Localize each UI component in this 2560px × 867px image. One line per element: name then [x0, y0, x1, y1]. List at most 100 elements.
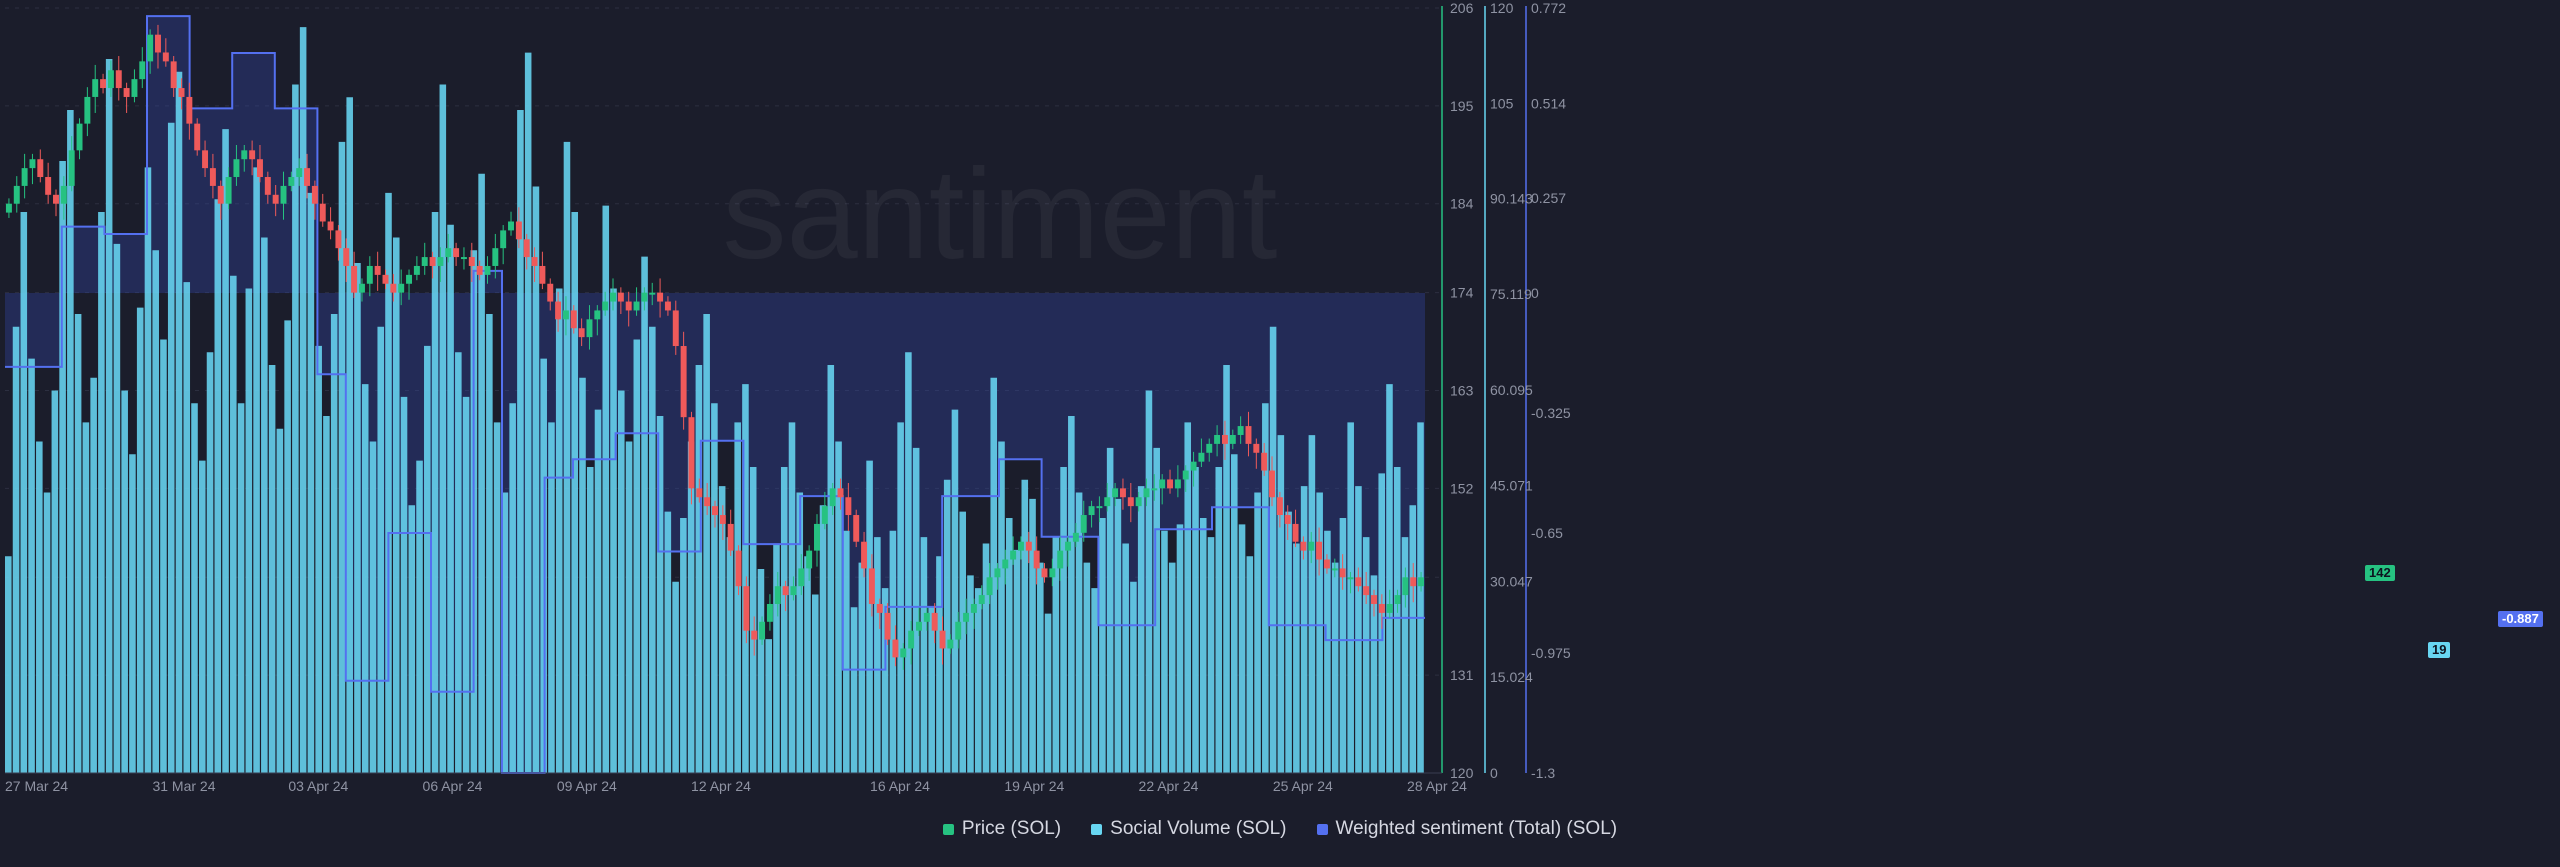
- price-candle: [1378, 603, 1385, 613]
- price-candle: [115, 70, 122, 89]
- legend-item-social-volume[interactable]: Social Volume (SOL): [1091, 818, 1287, 840]
- price-candle: [531, 257, 538, 266]
- social-volume-bar: [1409, 505, 1417, 773]
- social-volume-bar: [1091, 588, 1098, 774]
- social-tick-label: 90.143: [1490, 190, 1533, 206]
- social-volume-bar: [1130, 581, 1137, 773]
- social-volume-bar: [82, 422, 90, 774]
- price-candle: [1025, 541, 1032, 551]
- social-volume-bar: [1021, 479, 1029, 773]
- price-candle: [672, 310, 679, 347]
- social-volume-bar: [858, 562, 866, 774]
- price-candle: [523, 239, 530, 258]
- price-candle: [1002, 559, 1009, 569]
- price-candle: [92, 79, 99, 97]
- social-volume-bar: [1052, 537, 1060, 774]
- sentiment-tick-label: -0.975: [1531, 645, 1571, 661]
- social-volume-bar: [369, 441, 377, 773]
- price-candle: [1300, 541, 1307, 551]
- social-volume-bar: [175, 71, 183, 773]
- price-candle: [774, 586, 781, 604]
- price-candle: [916, 621, 922, 631]
- sentiment-tick-label: -0.325: [1531, 405, 1571, 421]
- price-candle: [994, 568, 1001, 578]
- social-volume-bar: [990, 377, 998, 773]
- social-volume-bar: [920, 537, 928, 774]
- social-volume-bar: [424, 345, 431, 774]
- social-volume-bar: [237, 403, 245, 773]
- social-volume-bar: [5, 556, 12, 773]
- price-candle: [955, 621, 962, 640]
- social-volume-bar: [214, 199, 222, 773]
- price-candle: [1276, 497, 1283, 516]
- price-candle: [963, 612, 970, 622]
- legend-item-weighted-sentiment[interactable]: Weighted sentiment (Total) (SOL): [1316, 818, 1617, 840]
- price-candle: [37, 159, 44, 178]
- price-candle: [139, 61, 146, 80]
- price-candle: [594, 310, 601, 320]
- price-candle: [29, 159, 36, 169]
- price-candle: [1308, 541, 1315, 551]
- social-volume-bar: [1215, 467, 1223, 773]
- social-volume-bar: [548, 422, 555, 774]
- social-volume-bar: [1137, 486, 1145, 774]
- price-candle: [837, 488, 844, 498]
- social-volume-bar: [726, 537, 734, 774]
- price-candle: [641, 292, 648, 302]
- price-tick-label: 174: [1450, 285, 1474, 301]
- social-volume-bar: [1153, 447, 1160, 774]
- price-candle: [1198, 452, 1205, 462]
- social-tick-label: 75.119: [1490, 286, 1532, 302]
- social-volume-bar: [1106, 447, 1114, 774]
- price-candle: [217, 185, 224, 204]
- price-candle: [304, 168, 311, 186]
- price-candle: [484, 265, 491, 275]
- social-tick-label: 15.024: [1490, 669, 1533, 685]
- price-candle: [272, 194, 279, 204]
- social-volume-bar: [1362, 537, 1370, 774]
- social-volume-bar: [113, 243, 121, 774]
- legend-swatch-weighted-sentiment: [1316, 823, 1328, 835]
- social-volume-bar: [315, 345, 322, 774]
- social-volume-bar: [323, 416, 330, 773]
- social-volume-bar: [501, 492, 509, 773]
- social-volume-bar: [874, 537, 881, 774]
- social-volume-bar: [105, 59, 113, 773]
- price-candle: [782, 586, 789, 596]
- price-candle: [264, 177, 271, 195]
- price-candle: [1418, 577, 1425, 587]
- social-volume-bar: [1293, 543, 1300, 773]
- price-candle: [202, 150, 209, 169]
- price-candle: [986, 577, 993, 596]
- social-volume-bar: [1122, 543, 1129, 773]
- price-candle: [570, 310, 577, 329]
- price-candle: [186, 96, 193, 124]
- price-candle: [327, 221, 334, 231]
- social-volume-bar: [90, 377, 97, 773]
- social-volume-bar: [1277, 435, 1285, 774]
- social-volume-bar: [1176, 524, 1184, 774]
- price-candle: [500, 230, 507, 249]
- legend-item-price[interactable]: Price (SOL): [942, 818, 1061, 840]
- social-volume-bar: [392, 237, 400, 773]
- price-candle: [1057, 550, 1064, 569]
- price-candle: [468, 257, 475, 266]
- price-candle: [382, 274, 389, 284]
- social-volume-bar: [408, 505, 416, 773]
- price-candle: [1229, 434, 1236, 444]
- price-candle: [398, 283, 405, 293]
- price-candle: [288, 177, 295, 186]
- price-candle: [562, 310, 569, 320]
- social-volume-bar: [206, 352, 214, 773]
- price-candle: [1135, 497, 1142, 507]
- social-volume-bar: [912, 447, 920, 774]
- sentiment-tick-label: 0.257: [1531, 190, 1566, 206]
- price-candle: [1167, 479, 1174, 489]
- price-candle: [1245, 426, 1252, 444]
- social-volume-bar: [936, 556, 943, 773]
- x-tick-label: 22 Apr 24: [1139, 778, 1199, 794]
- sentiment-tick-label: 0: [1531, 285, 1539, 301]
- price-candle: [1174, 479, 1181, 489]
- price-candle: [610, 292, 616, 302]
- price-candle: [578, 328, 585, 338]
